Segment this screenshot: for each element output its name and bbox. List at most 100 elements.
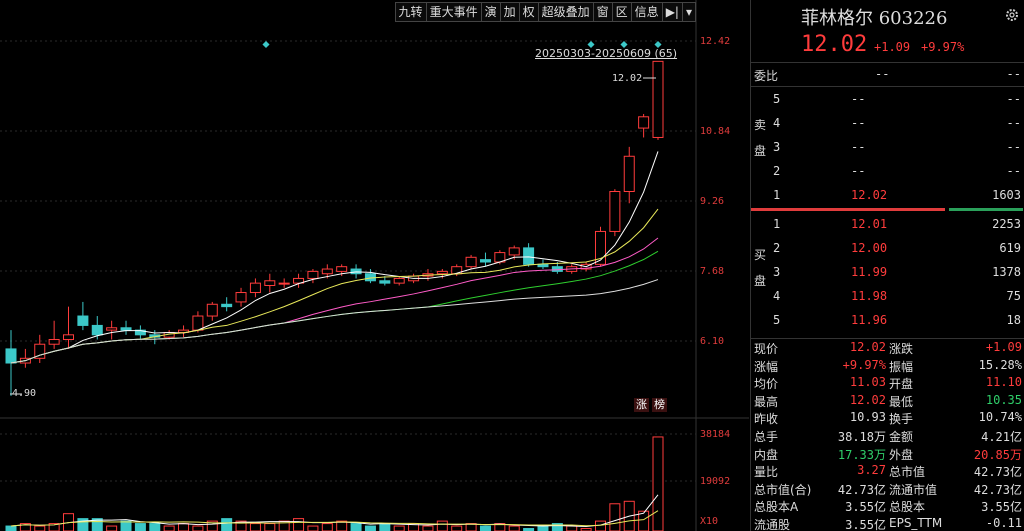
buy-level-row[interactable]: 3 11.99 1378 <box>751 261 1024 283</box>
candle-body <box>264 280 276 286</box>
buy-level-row[interactable]: 4 11.98 75 <box>751 285 1024 307</box>
volume-bar <box>508 525 520 531</box>
stat-1-0: 涨幅 +9.97% <box>754 358 886 376</box>
toolbar-item-0[interactable]: 九转 <box>396 3 427 21</box>
level-number: 3 <box>773 140 781 154</box>
level-price: 12.02 <box>851 188 888 202</box>
stat-label: 现价 <box>754 342 779 356</box>
kline-chart-area[interactable]: 九转 重大事件演加权超级叠加窗区信息 ▶| ▾ 20250303-20250609 (… <box>0 0 749 531</box>
volume-bar <box>48 523 60 531</box>
stat-label: 内盘 <box>754 447 779 462</box>
stat-9-1: 总股本 3.55亿 <box>889 498 1022 516</box>
candle-body <box>221 303 233 308</box>
vol-ma-10 <box>10 510 659 527</box>
volume-bar <box>5 525 17 531</box>
stat-value: +9.97% <box>842 357 886 372</box>
candle-body <box>336 266 348 272</box>
chart-toolbar: 九转 重大事件演加权超级叠加窗区信息 ▶| ▾ <box>394 2 696 22</box>
stat-label: 换手 <box>889 412 914 427</box>
candle-body <box>192 315 204 331</box>
stat-value: 38.18万 <box>837 430 886 444</box>
stat-value: 12.02 <box>849 340 886 354</box>
toolbar-item-7[interactable]: 区 <box>613 3 632 21</box>
ma-line-20 <box>10 237 659 364</box>
stat-3-0: 最高 12.02 <box>754 393 886 411</box>
bang-badge[interactable]: 榜 <box>652 398 667 412</box>
volume-bar <box>537 525 549 531</box>
stat-value: 42.73亿 <box>973 465 1022 480</box>
toolbar-item-8[interactable]: 信息 <box>632 3 663 21</box>
stat-label: 总市值 <box>889 465 926 480</box>
toolbar-item-9[interactable]: ▶| <box>663 3 683 21</box>
toolbar-item-6[interactable]: 窗 <box>594 3 613 21</box>
volume-bar <box>249 523 261 531</box>
webi-row: 委比 -- -- <box>754 67 1021 83</box>
volume-bar <box>594 520 606 531</box>
price-change-pct: +9.97% <box>921 40 965 54</box>
candle-body <box>508 247 520 256</box>
stat-0-1: 涨跌 +1.09 <box>889 340 1022 358</box>
level-number: 4 <box>773 289 781 303</box>
toolbar-item-1[interactable]: 重大事件 <box>427 3 482 21</box>
stat-2-1: 开盘 11.10 <box>889 375 1022 393</box>
stat-label: 振幅 <box>889 359 914 374</box>
stat-3-1: 最低 10.35 <box>889 393 1022 411</box>
stat-label: 最高 <box>754 394 779 409</box>
volume-bar <box>321 523 333 531</box>
toolbar-item-2[interactable]: 演 <box>482 3 501 21</box>
candle-body <box>537 263 549 268</box>
quote-panel: 菲林格尔 603226 12.02 +1.09 +9.97% 委比 -- -- … <box>750 0 1024 531</box>
stat-10-0: 流通股 3.55亿 <box>754 516 886 531</box>
buy-level-row[interactable]: 1 12.01 2253 <box>751 213 1024 235</box>
stat-label: 总股本 <box>889 500 926 515</box>
sell-level-row[interactable]: 3 -- -- <box>751 136 1024 158</box>
toolbar-item-10[interactable]: ▾ <box>685 5 692 19</box>
stat-5-0: 总手 38.18万 <box>754 428 886 446</box>
candle-body <box>77 315 89 326</box>
toolbar-item-4[interactable]: 权 <box>520 3 539 21</box>
kline-chart[interactable] <box>0 0 749 531</box>
volume-bar <box>106 525 118 531</box>
stat-label: 外盘 <box>889 447 914 462</box>
buy-level-row[interactable]: 2 12.00 619 <box>751 237 1024 259</box>
toolbar-item-5[interactable]: 超级叠加 <box>539 3 594 21</box>
volume-bar <box>436 520 448 531</box>
level-volume: 2253 <box>992 217 1021 231</box>
candle-body <box>5 348 17 364</box>
volume-tick: X10 <box>700 516 719 527</box>
volume-bar <box>364 525 376 531</box>
sell-level-row[interactable]: 5 -- -- <box>751 88 1024 110</box>
level-volume: 1378 <box>992 265 1021 279</box>
candle-body <box>623 155 635 193</box>
stat-label: 量比 <box>754 465 779 480</box>
stat-value: 3.27 <box>857 463 886 478</box>
stat-4-0: 昨收 10.93 <box>754 410 886 428</box>
range-label[interactable]: 20250303-20250609 (65) <box>535 47 678 60</box>
sell-level-row[interactable]: 2 -- -- <box>751 160 1024 182</box>
buy-ratio-bar <box>949 208 1023 211</box>
candle-body <box>436 270 448 275</box>
buy-level-row[interactable]: 5 11.96 18 <box>751 309 1024 331</box>
stat-2-0: 均价 11.03 <box>754 375 886 393</box>
stat-label: 均价 <box>754 377 779 392</box>
zhangfu-badge[interactable]: 涨 <box>634 398 649 412</box>
candle-body <box>48 339 60 345</box>
stat-value: 4.21亿 <box>981 430 1022 444</box>
candle-body <box>465 256 477 268</box>
level-price: -- <box>851 116 866 130</box>
stat-7-0: 量比 3.27 <box>754 463 886 481</box>
level-price: 11.96 <box>851 313 888 327</box>
level-price: 11.99 <box>851 265 888 279</box>
candle-body <box>249 282 261 294</box>
toolbar-item-3[interactable]: 加 <box>501 3 520 21</box>
price-tick: 7.68 <box>700 266 725 277</box>
candle-body <box>34 343 46 359</box>
candle-body <box>278 282 290 285</box>
level-volume: -- <box>1006 164 1021 178</box>
sell-level-row[interactable]: 4 -- -- <box>751 112 1024 134</box>
gear-icon[interactable] <box>1004 7 1020 23</box>
candle-body <box>91 324 103 336</box>
current-price: 12.02 <box>801 32 868 57</box>
stat-value: 10.74% <box>978 410 1022 425</box>
sell-level-row[interactable]: 1 12.02 1603 <box>751 184 1024 206</box>
